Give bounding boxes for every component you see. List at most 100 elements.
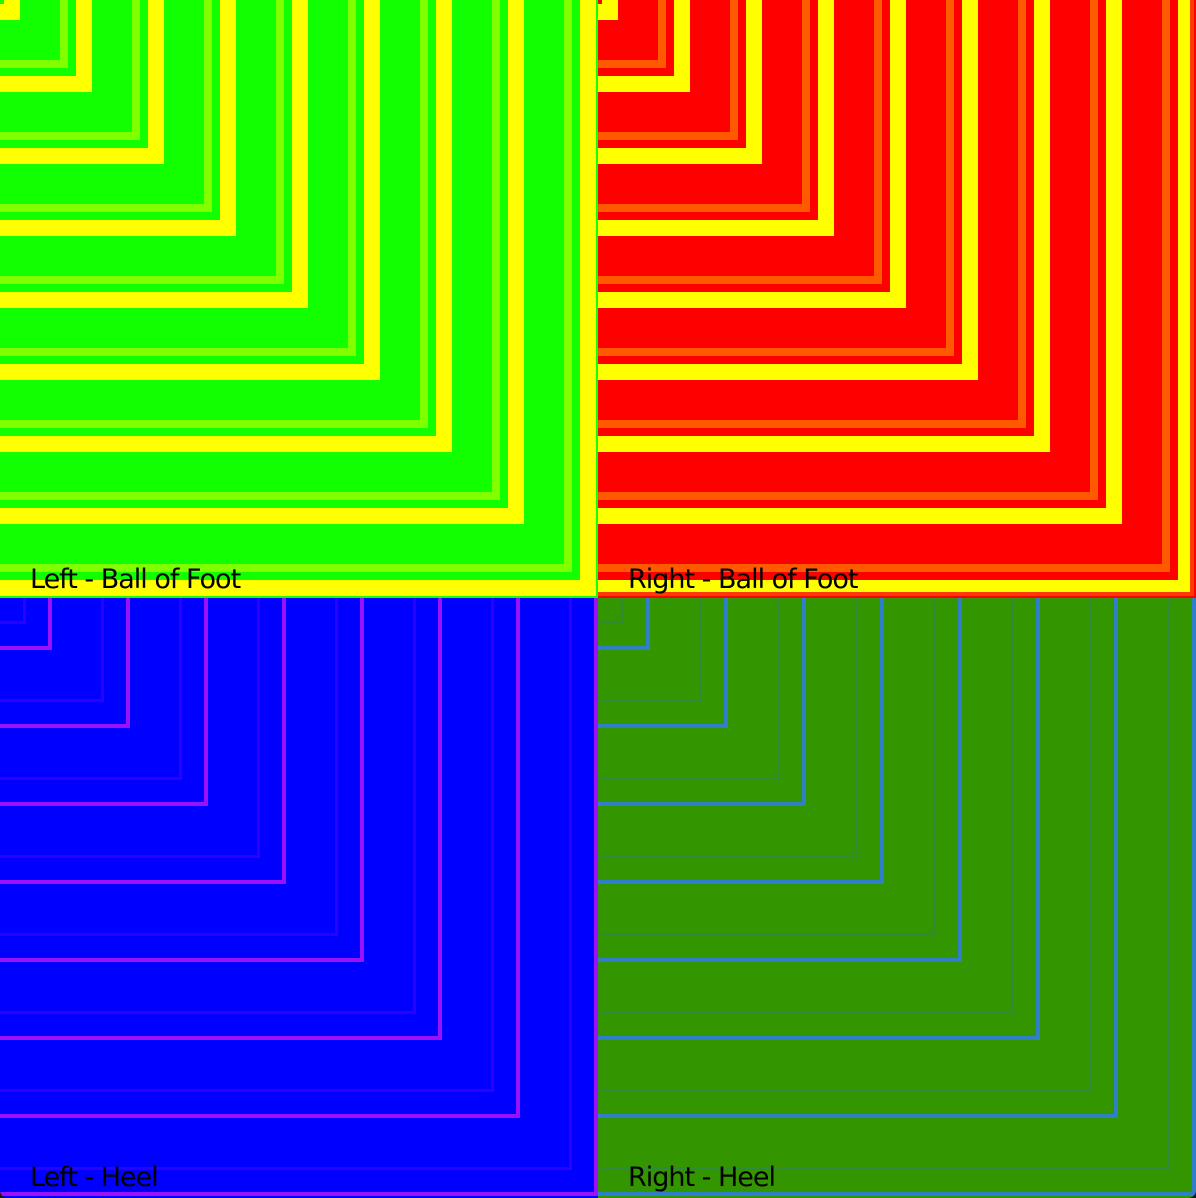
stripe-band [0,1036,442,1040]
stripe-band [746,0,762,164]
stripe-band [598,348,954,356]
stripe-band [708,0,714,116]
stripe-band [818,0,834,236]
stripe-band [1140,0,1146,548]
stripe-band [0,292,308,308]
left-ball-of-foot-panel: Left - Ball of Foot [0,0,598,598]
stripe-band [569,598,572,1170]
stripe-band [564,0,572,572]
stripe-band [1090,0,1098,500]
stripe-band [282,598,286,884]
stripe-band [598,60,666,68]
stripe-band [110,0,116,116]
stripe-band [598,508,1122,524]
stripe-band [598,958,962,962]
stripe-band [126,598,130,728]
stripe-band [724,598,728,728]
stripe-band [1106,0,1122,524]
stripe-band [360,598,364,962]
stripe-band [0,254,260,260]
stripe-band [413,598,416,1014]
stripe-band [1192,598,1196,1196]
stripe-band [855,598,858,858]
stripe-band [598,542,1146,548]
stripe-band [204,0,212,212]
stripe-band [0,802,208,806]
stripe-band [874,0,882,284]
stripe-band [292,0,308,308]
left-heel-panel: Left - Heel [0,598,598,1198]
stripe-band [598,254,858,260]
left-heel-pattern [0,598,598,1198]
stripe-band [996,0,1002,404]
stripe-band [598,621,624,624]
stripe-band [0,699,104,702]
stripe-band [220,0,236,236]
stripe-band [730,0,738,140]
stripe-band [598,855,858,858]
stripe-band [0,777,182,780]
right-heel-label: Right - Heel [628,1162,776,1193]
stripe-band [48,598,52,650]
stripe-band [598,326,930,332]
stripe-band [0,420,428,428]
panel-edge [0,592,596,596]
stripe-band [598,204,810,212]
stripe-band [598,292,906,308]
stripe-band [646,598,650,650]
stripe-band [0,364,380,380]
stripe-band [326,0,332,332]
stripe-band [0,436,452,452]
stripe-band [1114,598,1118,1118]
stripe-band [0,542,548,548]
stripe-band [598,1011,1014,1014]
stripe-band [1018,0,1026,428]
stripe-band [0,38,44,44]
right-heel-panel: Right - Heel [598,598,1196,1198]
stripe-band [101,598,104,702]
stripe-band [470,0,476,476]
stripe-band [0,398,404,404]
stripe-band [598,880,884,884]
stripe-band [598,276,882,284]
stripe-band [0,182,188,188]
panel-edge [1190,0,1194,596]
stripe-band [802,0,810,212]
stripe-band [802,598,806,806]
stripe-band [621,598,624,624]
stripe-band [257,598,260,858]
stripe-band [598,564,1170,572]
stripe-band [0,646,52,650]
stripe-band [0,470,476,476]
stripe-band [182,0,188,188]
stripe-band [0,148,164,164]
stripe-band [1167,598,1170,1170]
stripe-band [0,492,500,500]
stripe-band [0,855,260,858]
left-heel-label: Left - Heel [30,1162,159,1193]
stripe-band [0,724,130,728]
left-ball-of-foot-label: Left - Ball of Foot [30,564,241,595]
stripe-band [598,933,936,936]
stripe-band [598,148,762,164]
panel-edge [592,0,596,596]
right-heel-pattern [598,598,1196,1198]
stripe-band [598,364,978,380]
stripe-band [598,436,1050,452]
stripe-band [0,1011,416,1014]
stripe-band [0,1167,572,1170]
stripe-band [4,0,20,20]
stripe-band [598,38,642,44]
stripe-band [598,182,786,188]
stripe-band [598,110,714,116]
stripe-band [598,470,1074,476]
stripe-band [598,699,702,702]
stripe-band [0,276,284,284]
stripe-band [492,0,500,500]
stripe-band [179,598,182,780]
stripe-band [491,598,494,1092]
stripe-band [636,0,642,44]
stripe-band [780,0,786,188]
stripe-band [0,1192,598,1196]
